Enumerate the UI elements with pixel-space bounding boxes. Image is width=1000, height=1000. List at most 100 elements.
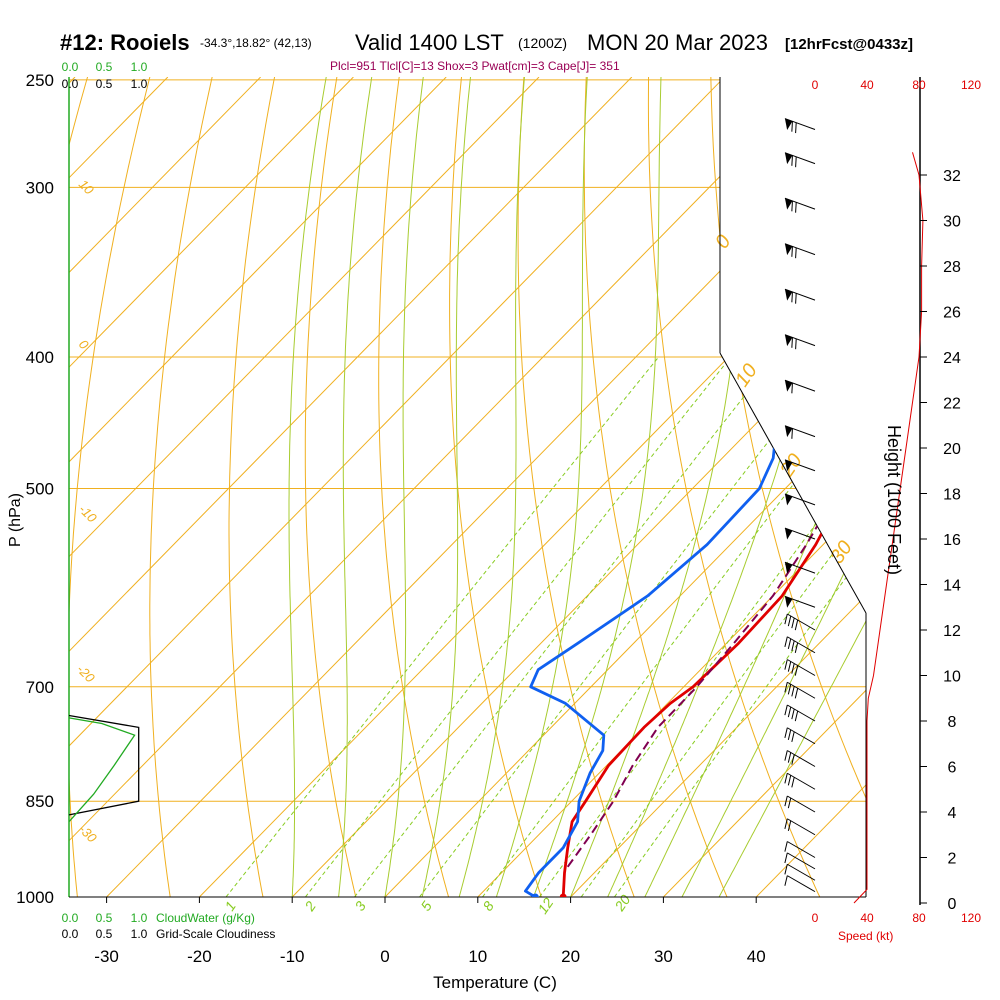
dry-adiabat-line [583,77,740,897]
mixing-ratio-line [613,356,866,897]
pressure-tick-label: 850 [26,792,54,811]
temperature-surface-marker [559,893,567,897]
temperature-tick-label: 40 [747,947,766,966]
temperature-tick-label: 30 [654,947,673,966]
dry-adiabat-line [69,77,156,897]
wind-barb-flag [795,247,797,259]
wind-barb-pennant [784,152,793,165]
isotherm-line [69,77,261,897]
height-tick-label: 0 [948,896,957,913]
mixing-ratio-label: 8 [479,898,497,914]
height-tick-label: 10 [943,669,961,686]
wind-barb-pennant [784,198,793,210]
mixing-ratio-label: 2 [301,898,319,915]
wind-barb-pennant [784,289,793,301]
isotherm-line [69,77,633,897]
wind-barb-flag [794,688,799,699]
cloudwater-tick-bottom: 0.0 [62,911,79,925]
mixing-ratio-label: 20 [611,892,634,915]
temperature-line [561,102,866,897]
wind-barb-staff [787,841,816,858]
moist-adiabat-line [421,77,474,897]
wind-barb-flag [791,663,795,674]
isotherm-line [69,77,447,897]
wind-barb-flag [791,617,795,629]
wind-barb [784,659,816,676]
height-tick-label: 32 [943,168,961,185]
wind-barb-flag [784,682,788,693]
cloudwater-tick-bottom: 0.5 [96,911,113,925]
wind-barb-pennant [784,459,793,472]
cloudwater-tick-top: 0.0 [62,60,79,74]
wind-barb-flag [787,775,792,786]
dewpoint-surface-marker [531,893,539,897]
height-tick-label: 14 [943,578,961,595]
moist-adiabat-label: 30 [826,537,857,568]
wind-barb-flag [787,797,792,809]
speed-tick-label-top: 0 [812,78,819,92]
moist-adiabat-line [458,77,527,897]
wind-barb-flag [794,642,799,654]
wind-barb-flag [791,777,795,788]
wind-barb-flag [791,291,793,303]
height-tick-label: 12 [943,623,961,640]
wind-barb-flag [795,156,797,168]
speed-tick-label-bottom: 40 [860,911,874,925]
isotherm-line [69,77,725,897]
wind-barb-pennant [784,334,793,347]
moist-adiabat-line [288,77,331,897]
wind-barb-staff [787,795,816,813]
profile-clip-group [524,102,866,897]
isotherm-label: -10 [76,502,100,526]
height-tick-label: 6 [948,760,957,777]
wind-barb [784,197,816,213]
wind-barb-pennant [784,380,793,392]
valid-time: Valid 1400 LST [355,30,504,55]
height-tick-label: 2 [948,851,957,868]
wind-barb-flag [791,428,793,439]
wind-barb [784,795,816,813]
wind-barb-flag [787,661,792,672]
cloudiness-tick-top: 0.5 [96,77,113,91]
wind-barb [784,527,816,540]
wind-barb-flag [787,820,792,832]
wind-barb-flag [787,752,792,763]
utc-time: (1200Z) [518,35,567,51]
isotherm-label: 10 [76,177,97,198]
cloudiness-tick-bottom: 0.5 [96,927,113,941]
temperature-tick-label: 0 [380,947,389,966]
mixing-ratio-label: 3 [351,898,369,914]
wind-barb-flag [787,638,792,650]
wind-barb-staff [787,750,816,767]
mixing-ratio-line [580,356,866,897]
temperature-tick-label: -30 [94,947,119,966]
isotherm-line [69,77,818,897]
wind-barb-flag [784,704,788,716]
wind-barb-flag [791,200,793,212]
wind-barb-staff [787,613,816,631]
isotherm-line [663,77,866,897]
wind-barb [784,243,816,259]
isotherm-line [384,77,866,897]
wind-barb-pennant [784,528,793,540]
parameter-line: Plcl=951 Tlcl[C]=13 Shox=3 Pwat[cm]=3 Ca… [330,59,620,73]
wind-barb-flag [791,754,795,765]
wind-barb-flag [784,795,788,807]
cloudiness-tick-top: 1.0 [131,77,148,91]
wind-barb-flag [791,337,793,348]
wind-barb-flag [794,665,799,676]
height-tick-label: 26 [943,305,961,322]
wind-barb-flag [784,864,788,875]
mixing-ratio-line [305,356,732,897]
dry-adiabat-line [833,77,866,897]
speed-profile-line [853,152,924,904]
isotherm-line [570,77,866,897]
cloudiness-line [68,714,140,816]
isotherm-line [199,77,866,897]
dry-adiabat-line [647,77,834,897]
wind-barb-staff [787,704,816,722]
wind-barb-staff [787,659,816,676]
wind-barb [784,288,816,304]
